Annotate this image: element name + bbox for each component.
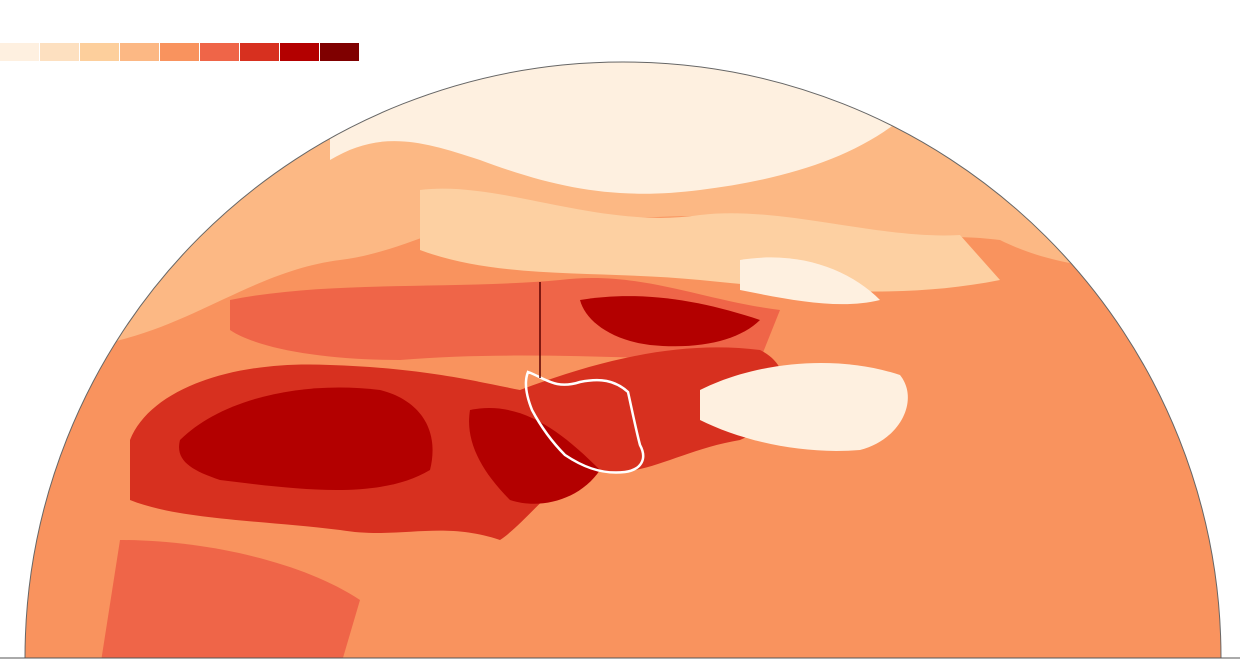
region-sahel bbox=[100, 540, 360, 658]
region-mongolia bbox=[740, 257, 880, 305]
legend-swatch bbox=[240, 43, 279, 61]
legend-swatch bbox=[280, 43, 319, 61]
legend bbox=[0, 43, 359, 61]
legend-swatch bbox=[200, 43, 239, 61]
iran-outline bbox=[524, 370, 645, 474]
globe-edge bbox=[24, 61, 1222, 659]
region-boreal bbox=[420, 188, 1000, 292]
region-sahara bbox=[179, 387, 433, 490]
region-tibet bbox=[700, 363, 908, 451]
legend-swatch bbox=[80, 43, 119, 61]
region-arabia bbox=[469, 408, 600, 504]
legend-swatch bbox=[40, 43, 79, 61]
legend-swatch bbox=[320, 43, 359, 61]
legend-swatch bbox=[0, 43, 39, 61]
region-central-asia bbox=[580, 296, 760, 347]
legend-swatch bbox=[120, 43, 159, 61]
region-arctic bbox=[330, 62, 900, 194]
legend-swatch bbox=[160, 43, 199, 61]
